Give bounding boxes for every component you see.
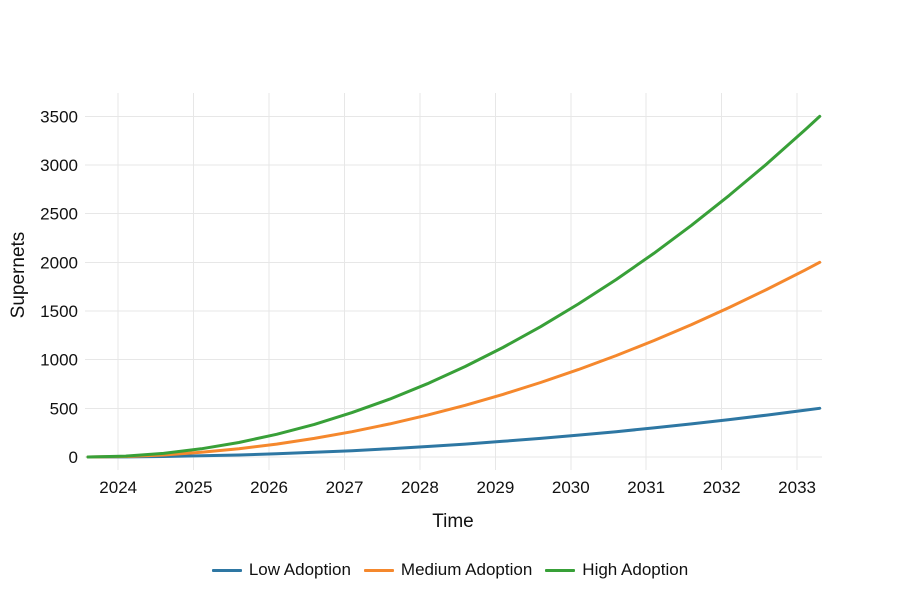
x-tick-label: 2029 xyxy=(476,478,514,497)
x-tick-label: 2027 xyxy=(326,478,364,497)
legend-swatch-medium-adoption xyxy=(363,568,394,572)
tick-label-layer: 0 500 1000 1500 2000 2500 3000 3500 2024 2025 2026… xyxy=(40,107,816,497)
y-tick-label: 3000 xyxy=(40,156,78,175)
x-axis-title: Time xyxy=(432,511,474,532)
legend-label: Low Adoption xyxy=(248,560,351,579)
x-tick-label: 2030 xyxy=(552,478,590,497)
y-tick-label: 1000 xyxy=(40,351,78,370)
x-tick-label: 2031 xyxy=(627,478,665,497)
grid-layer xyxy=(85,93,822,470)
x-tick-label: 2025 xyxy=(175,478,213,497)
legend-item-low-adoption[interactable]: Low Adoption xyxy=(211,560,351,580)
legend-label: Medium Adoption xyxy=(400,560,533,579)
y-tick-label: 2000 xyxy=(40,253,78,272)
legend-item-medium-adoption[interactable]: Medium Adoption xyxy=(363,560,533,580)
series-layer xyxy=(86,114,822,459)
y-tick-label: 1500 xyxy=(40,302,78,321)
y-tick-label: 3500 xyxy=(40,107,78,126)
series-line-medium-adoption xyxy=(86,260,822,459)
legend-swatch-low-adoption xyxy=(211,568,242,572)
legend: Low Adoption Medium Adoption High Adoption xyxy=(0,556,900,584)
y-tick-label: 500 xyxy=(50,399,78,418)
x-tick-label: 2033 xyxy=(778,478,816,497)
y-axis-title: Supernets xyxy=(8,232,29,319)
x-tick-label: 2026 xyxy=(250,478,288,497)
x-tick-label: 2032 xyxy=(703,478,741,497)
y-tick-label: 2500 xyxy=(40,205,78,224)
legend-label: High Adoption xyxy=(582,560,689,579)
y-tick-label: 0 xyxy=(69,448,78,467)
series-line-high-adoption xyxy=(86,114,822,459)
legend-item-high-adoption[interactable]: High Adoption xyxy=(545,560,688,580)
legend-swatch-high-adoption xyxy=(545,568,576,572)
x-tick-label: 2024 xyxy=(99,478,137,497)
series-line-low-adoption xyxy=(86,406,822,459)
x-tick-label: 2028 xyxy=(401,478,439,497)
